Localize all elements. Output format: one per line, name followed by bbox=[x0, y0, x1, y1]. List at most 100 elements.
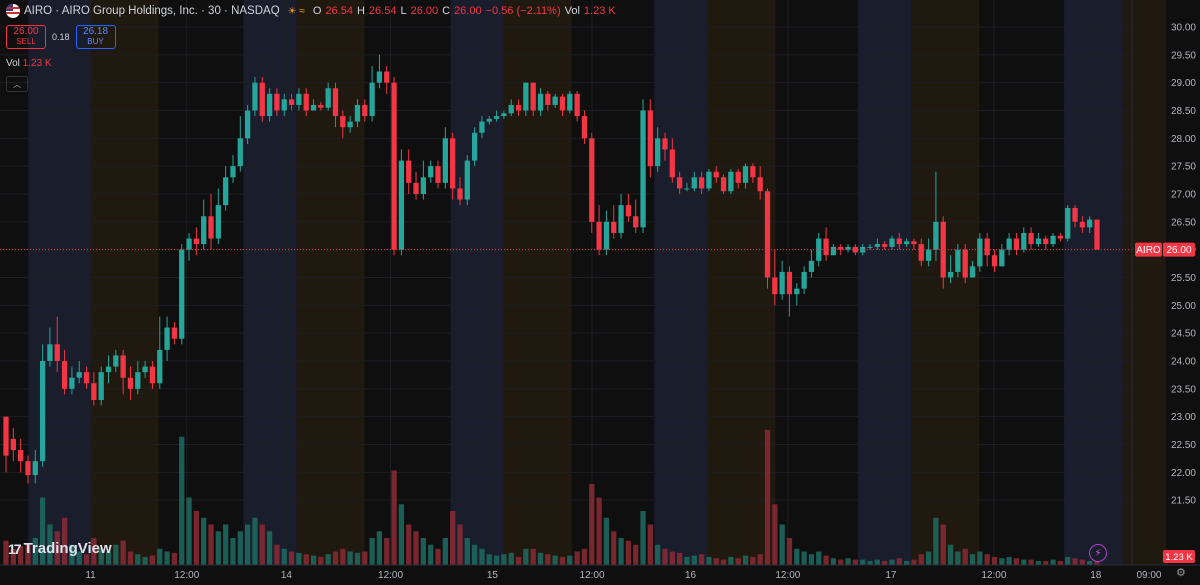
candle-body bbox=[274, 93, 280, 111]
volume-bar bbox=[281, 548, 287, 565]
candle-body bbox=[720, 177, 727, 192]
volume-bar bbox=[464, 538, 470, 565]
chart-legend-header: AIRO · AIRO Group Holdings, Inc. · 30 · … bbox=[6, 4, 616, 18]
volume-bar bbox=[933, 517, 939, 565]
tradingview-logo-text: TradingView bbox=[23, 540, 112, 557]
time-tick-label: 11 bbox=[85, 570, 96, 581]
volume-bar bbox=[596, 497, 602, 565]
volume-bar bbox=[376, 531, 383, 565]
time-axis[interactable]: 11 12:00 14 12:00 15 12:00 16 12:00 17 12:00 18 09:… bbox=[85, 570, 1162, 581]
candle-body bbox=[742, 166, 749, 183]
volume-bar bbox=[1006, 556, 1012, 565]
candle-body bbox=[435, 166, 441, 183]
volume-bar bbox=[230, 538, 236, 565]
candle-body bbox=[61, 361, 68, 389]
collapse-legend-chevron-up-icon[interactable]: ︿ bbox=[6, 76, 28, 92]
candle-body bbox=[677, 177, 683, 189]
candle-body bbox=[874, 244, 880, 247]
candle-body bbox=[764, 191, 771, 278]
candle-body bbox=[903, 241, 910, 245]
price-tick-label: 25.50 bbox=[1171, 273, 1196, 284]
candle-body bbox=[266, 93, 273, 117]
session-band-pre bbox=[450, 0, 504, 565]
volume-bar bbox=[1050, 559, 1056, 565]
candle-body bbox=[816, 238, 822, 261]
candle-body bbox=[91, 383, 97, 400]
price-tick-label: 24.00 bbox=[1171, 357, 1196, 368]
volume-bar bbox=[757, 554, 763, 565]
volume-bar bbox=[823, 555, 829, 565]
volume-bar bbox=[259, 524, 265, 565]
volume-bar bbox=[545, 554, 551, 565]
candle-body bbox=[223, 177, 229, 206]
candle-body bbox=[171, 327, 178, 339]
volume-bar bbox=[244, 524, 251, 565]
high-value: 26.54 bbox=[368, 5, 397, 17]
candle-body bbox=[120, 355, 126, 378]
volume-bar bbox=[208, 524, 214, 565]
sell-button[interactable]: 26.00 SELL bbox=[6, 25, 46, 49]
candle-body bbox=[633, 216, 639, 228]
candle-body bbox=[420, 177, 426, 194]
symbol-title[interactable]: AIRO · AIRO Group Holdings, Inc. · 30 · … bbox=[24, 5, 280, 17]
volume-bar bbox=[1087, 560, 1093, 565]
price-tick-label: 24.50 bbox=[1171, 329, 1196, 340]
market-status-icon[interactable]: ☀ ≈ bbox=[287, 5, 305, 17]
candle-body bbox=[157, 349, 163, 384]
candle-body bbox=[750, 166, 756, 178]
volume-bar bbox=[318, 556, 324, 565]
tradingview-logo[interactable]: 17 TradingView bbox=[8, 540, 112, 557]
volume-bar bbox=[640, 511, 646, 565]
volume-bar bbox=[794, 548, 800, 565]
price-tick-label: 26.50 bbox=[1171, 217, 1196, 228]
candlesticks bbox=[3, 54, 1100, 484]
volume-bar bbox=[39, 497, 46, 565]
volume-bar bbox=[91, 538, 97, 565]
candle-body bbox=[98, 372, 104, 400]
time-tick-label: 15 bbox=[487, 570, 499, 581]
candle-body bbox=[574, 93, 580, 117]
candle-body bbox=[684, 188, 690, 190]
volume-bar bbox=[61, 517, 68, 565]
volume-bar bbox=[735, 558, 741, 565]
volume-bar bbox=[157, 548, 163, 565]
candle-body bbox=[889, 238, 895, 247]
session-band-after bbox=[503, 0, 572, 565]
candle-body bbox=[1043, 238, 1049, 245]
volume-bar bbox=[750, 556, 756, 565]
candle-body bbox=[691, 177, 697, 189]
candle-body bbox=[186, 238, 192, 250]
volume-bar bbox=[325, 554, 331, 565]
volume-bars bbox=[3, 430, 1100, 565]
volume-bar bbox=[428, 544, 434, 565]
sell-price: 26.00 bbox=[13, 26, 39, 37]
candle-body bbox=[618, 205, 624, 233]
candle-body bbox=[999, 249, 1005, 267]
volume-bar bbox=[603, 517, 610, 565]
volume-bar bbox=[76, 551, 82, 565]
volume-bar bbox=[955, 551, 961, 565]
candle-body bbox=[779, 271, 785, 295]
volume-bar bbox=[193, 511, 200, 565]
gear-icon[interactable]: ⚙ bbox=[1176, 567, 1186, 579]
volume-bar bbox=[69, 544, 75, 565]
session-band-after bbox=[296, 0, 365, 565]
volume-bar bbox=[764, 430, 771, 565]
open-label: O bbox=[312, 5, 322, 17]
price-tick-label: 22.00 bbox=[1171, 468, 1196, 479]
candle-body bbox=[464, 160, 470, 200]
candle-body bbox=[838, 246, 844, 250]
volume-bar bbox=[450, 511, 456, 565]
candle-body bbox=[347, 121, 353, 128]
volume-bar bbox=[984, 554, 990, 565]
volume-bar bbox=[940, 524, 946, 565]
candle-body bbox=[332, 88, 339, 117]
price-tick-label: 30.00 bbox=[1171, 23, 1196, 34]
volume-bar bbox=[354, 552, 361, 565]
buy-button[interactable]: 26.18 BUY bbox=[75, 25, 116, 49]
volume-bar bbox=[537, 552, 544, 565]
lightning-bolt-icon[interactable]: ⚡ bbox=[1089, 544, 1107, 562]
candle-body bbox=[808, 260, 815, 272]
